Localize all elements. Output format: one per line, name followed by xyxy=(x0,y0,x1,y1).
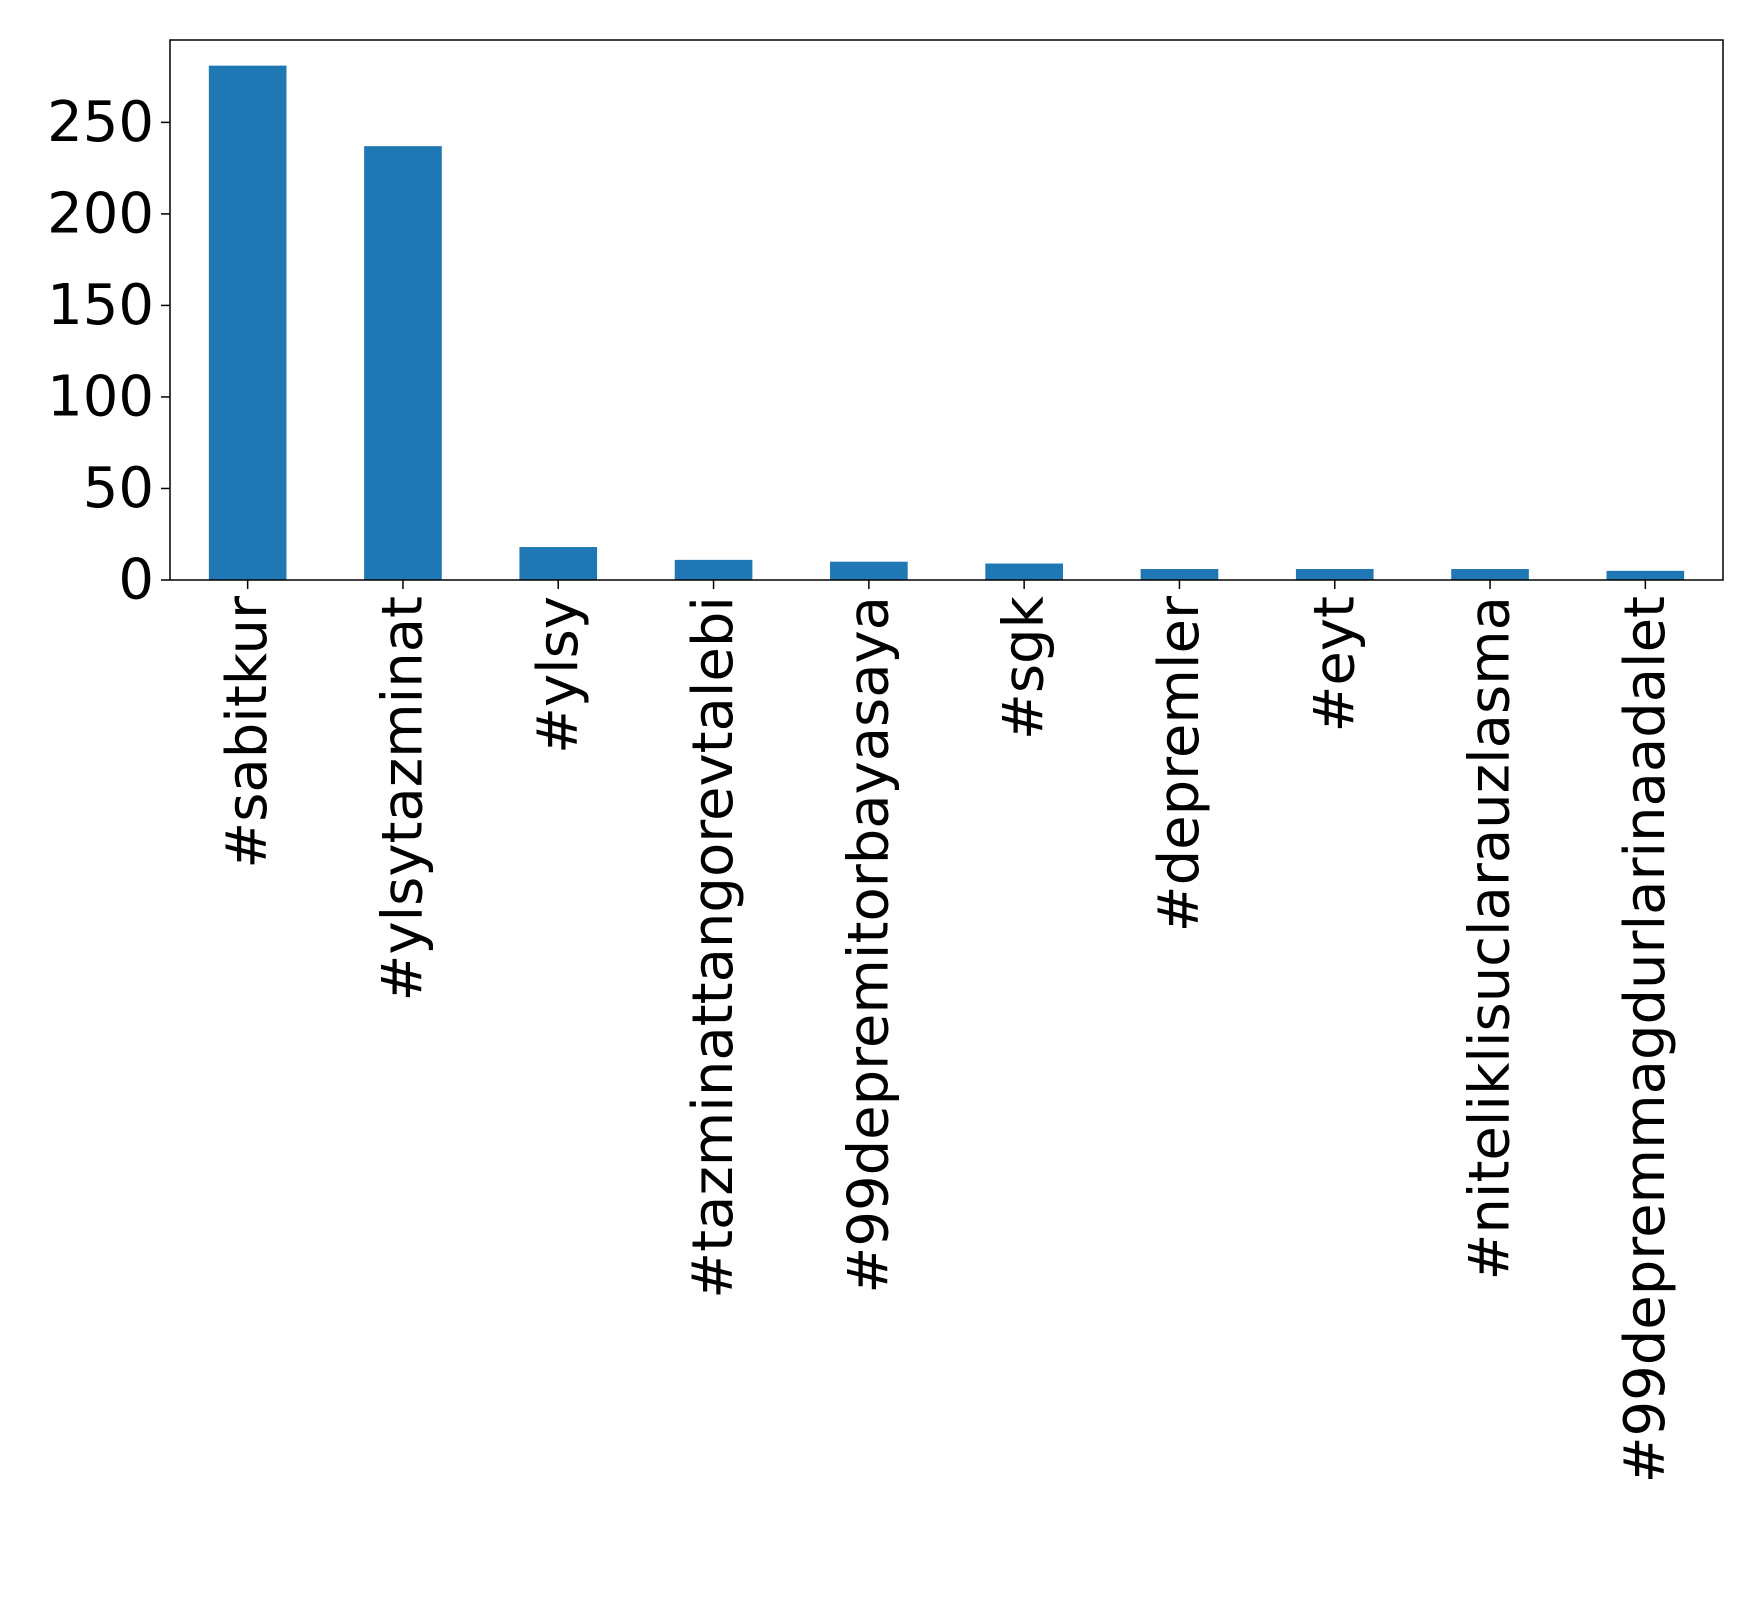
y-tick-label-0: 0 xyxy=(118,548,154,613)
bar-8 xyxy=(1451,569,1529,580)
bar-0 xyxy=(208,65,287,580)
x-tick-label-8: #niteliklisuclarauzlasma xyxy=(1458,596,1523,1281)
y-tick-label-5: 250 xyxy=(47,90,154,155)
y-tick-label-3: 150 xyxy=(47,273,154,338)
x-tick-label-3: #tazminattangorevtalebi xyxy=(681,596,746,1299)
bar-7 xyxy=(1295,569,1374,580)
bar-5 xyxy=(985,563,1063,580)
y-axis: 0 50 100 150 200 250 xyxy=(47,90,170,613)
x-tick-label-1: #ylsytazminat xyxy=(370,596,435,1001)
x-tick-label-0: #sabitkur xyxy=(215,595,280,869)
x-tick-label-7: #eyt xyxy=(1302,596,1367,732)
x-tick-label-4: #99depremitorbayasaya xyxy=(836,596,901,1294)
bar-1 xyxy=(364,146,442,580)
bar-4 xyxy=(830,561,908,580)
y-tick-label-2: 100 xyxy=(47,364,154,429)
x-tick-label-6: #depremler xyxy=(1147,595,1212,932)
bar-3 xyxy=(674,559,753,580)
plot-frame xyxy=(169,39,1724,581)
y-tick-label-4: 200 xyxy=(47,181,154,246)
x-axis: #sabitkur #ylsytazminat #ylsy #tazminattang… xyxy=(215,580,1678,1483)
x-tick-label-5: #sgk xyxy=(992,595,1057,740)
x-tick-label-9: #99depremmagdurlarinaadalet xyxy=(1613,596,1678,1483)
y-tick-label-1: 50 xyxy=(83,456,154,521)
bar-9 xyxy=(1606,570,1685,580)
x-tick-label-2: #ylsy xyxy=(526,596,591,754)
bars-layer xyxy=(208,65,1685,580)
bar-2 xyxy=(519,547,598,580)
bar-6 xyxy=(1140,569,1219,580)
